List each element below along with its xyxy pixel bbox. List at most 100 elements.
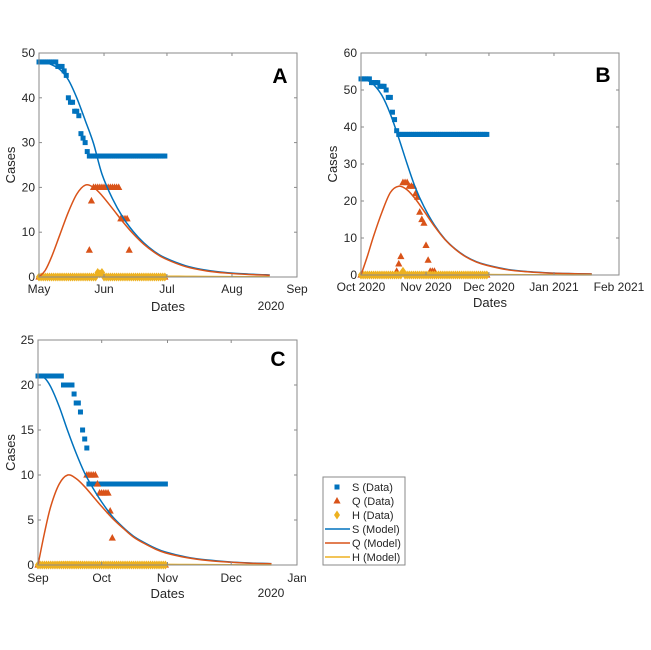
q-data-point [115, 183, 123, 190]
triangle-marker-icon [333, 497, 341, 504]
s-data-point [75, 400, 81, 406]
q-model-line [37, 474, 272, 566]
y-tick-label: 15 [21, 423, 35, 437]
q-data-point [104, 489, 112, 496]
s-data-point [53, 59, 59, 65]
panel-letter: B [595, 64, 610, 87]
plot-area [39, 53, 297, 277]
panel-letter: A [272, 65, 287, 88]
legend-label: H (Model) [352, 552, 400, 564]
s-data-point [71, 391, 77, 397]
x-axis-label: Dates [151, 299, 185, 314]
panel-c: 0 5 10 15 20 25 Sep Oct Nov Dec Jan Dates Cases 2020 C [3, 333, 307, 601]
y-tick-label: 30 [344, 157, 358, 171]
y-tick-label: 25 [21, 333, 35, 347]
y-tick-label: 40 [344, 120, 358, 134]
legend-item-q-model: Q (Model) [325, 538, 401, 550]
x-tick-label: Sep [27, 571, 49, 585]
s-data-point [82, 140, 88, 146]
y-axis-label: Cases [3, 434, 18, 471]
x-axis-year-label: 2020 [258, 586, 285, 600]
y-axis-label: Cases [3, 146, 18, 183]
y-axis-label: Cases [325, 145, 340, 182]
legend: S (Data) Q (Data) H (Data) S (Model) Q (… [322, 476, 406, 566]
y-tick-label: 10 [22, 225, 36, 239]
x-tick-label: Oct [92, 571, 111, 585]
x-axis-label: Dates [473, 295, 507, 310]
panel-letter: C [270, 348, 285, 371]
legend-item-s-data: S (Data) [334, 482, 393, 494]
x-tick-label: Dec 2020 [463, 280, 515, 294]
q-data-point [424, 256, 432, 263]
x-tick-label: Oct 2020 [337, 280, 386, 294]
q-data-point [420, 219, 428, 226]
s-data-point [78, 131, 84, 137]
y-tick-label: 30 [22, 136, 36, 150]
x-tick-label: Dec [221, 571, 242, 585]
s-data-point [381, 83, 387, 89]
y-tick-label: 50 [22, 46, 36, 60]
legend-item-h-model: H (Model) [325, 552, 400, 564]
s-data-point [82, 436, 88, 442]
x-tick-label: Feb 2021 [594, 280, 645, 294]
q-data-point [397, 252, 405, 260]
x-tick-label: Jan [287, 571, 306, 585]
s-data-point [80, 135, 86, 141]
x-axis-year-label: 2020 [258, 299, 285, 313]
x-tick-label: Nov 2020 [400, 280, 452, 294]
q-data-point [87, 196, 96, 204]
plot-area [361, 53, 619, 275]
s-data-point [69, 382, 75, 388]
x-tick-label: Jan 2021 [529, 280, 579, 294]
y-tick-label: 10 [21, 468, 35, 482]
q-data-point [85, 246, 93, 253]
square-marker-icon [334, 484, 340, 490]
axes-box [38, 52, 298, 278]
y-tick-label: 5 [27, 513, 34, 527]
q-data-point [416, 208, 424, 215]
s-data-point [383, 87, 389, 93]
y-tick-label: 20 [22, 180, 36, 194]
y-tick-label: 60 [344, 46, 358, 60]
legend-label: S (Model) [352, 524, 400, 536]
s-data-point [375, 80, 381, 86]
s-data-point [162, 481, 168, 487]
q-data-point [395, 259, 403, 267]
x-tick-label: May [28, 282, 51, 296]
s-data-point [70, 99, 76, 105]
y-tick-label: 0 [27, 558, 34, 572]
s-data-point [74, 108, 80, 114]
y-tick-label: 0 [28, 270, 35, 284]
q-data-point [91, 471, 99, 478]
legend-label: Q (Data) [352, 496, 394, 508]
s-data-point [61, 68, 67, 74]
s-data-point [58, 373, 64, 379]
s-data-point [387, 94, 393, 100]
y-tick-label: 0 [350, 268, 357, 282]
q-data-point [125, 246, 133, 253]
s-data-point [65, 95, 71, 101]
legend-item-q-data: Q (Data) [333, 496, 394, 508]
x-tick-label: Nov [157, 571, 178, 585]
legend-item-h-data: H (Data) [334, 510, 394, 522]
y-tick-label: 40 [22, 91, 36, 105]
x-axis-label: Dates [151, 586, 185, 601]
legend-label: Q (Model) [352, 538, 401, 550]
q-model-line [38, 184, 270, 278]
x-tick-label: Jul [159, 282, 174, 296]
legend-item-s-model: S (Model) [325, 524, 400, 536]
s-data-point [77, 409, 83, 415]
q-data-point [422, 241, 430, 248]
legend-label: H (Data) [352, 510, 394, 522]
s-data-point [162, 153, 168, 159]
plot-area [38, 340, 297, 565]
s-data-point [76, 113, 82, 119]
panel-a: 0 10 20 30 40 50 May Jun Jul Aug Sep Dates Cases 2020… [3, 46, 308, 314]
diamond-marker-icon [334, 510, 340, 520]
x-tick-label: Jun [94, 282, 113, 296]
s-data-point [392, 117, 398, 123]
s-data-series [36, 59, 168, 159]
s-data-point [84, 149, 90, 155]
s-data-point [59, 63, 65, 69]
